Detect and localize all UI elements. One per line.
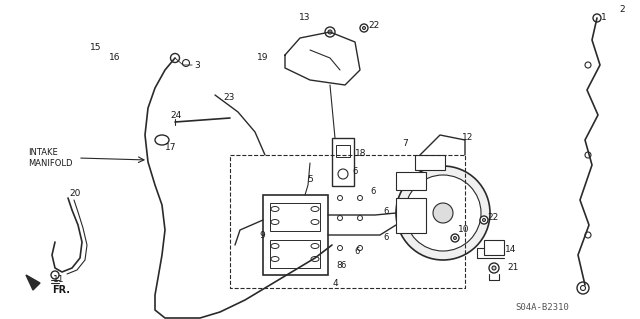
Bar bbox=[415, 155, 445, 170]
Circle shape bbox=[489, 263, 499, 273]
Circle shape bbox=[593, 14, 601, 22]
Bar bbox=[396, 172, 426, 190]
Text: 3: 3 bbox=[194, 61, 200, 70]
Text: 12: 12 bbox=[462, 132, 474, 142]
Text: 24: 24 bbox=[170, 112, 181, 121]
Ellipse shape bbox=[271, 243, 279, 249]
Circle shape bbox=[337, 216, 342, 220]
Bar bbox=[332, 138, 354, 186]
Text: INTAKE
MANIFOLD: INTAKE MANIFOLD bbox=[28, 148, 72, 168]
Text: 15: 15 bbox=[90, 42, 102, 51]
Circle shape bbox=[454, 236, 456, 240]
Text: 17: 17 bbox=[165, 144, 177, 152]
Circle shape bbox=[337, 246, 342, 250]
Text: 6: 6 bbox=[383, 207, 388, 217]
Text: 7: 7 bbox=[402, 138, 408, 147]
Circle shape bbox=[480, 216, 488, 224]
Text: 16: 16 bbox=[109, 53, 120, 62]
Bar bbox=[270, 203, 320, 231]
Text: 6: 6 bbox=[354, 248, 360, 256]
Text: 6: 6 bbox=[383, 234, 388, 242]
Circle shape bbox=[325, 27, 335, 37]
Circle shape bbox=[585, 62, 591, 68]
Text: 11: 11 bbox=[53, 276, 65, 285]
Circle shape bbox=[51, 271, 59, 279]
Bar bbox=[270, 240, 320, 268]
Text: 6: 6 bbox=[370, 188, 376, 197]
Ellipse shape bbox=[271, 219, 279, 225]
Text: 5: 5 bbox=[307, 175, 313, 184]
Text: FR.: FR. bbox=[52, 285, 70, 295]
Text: 13: 13 bbox=[299, 13, 310, 23]
Text: 18: 18 bbox=[355, 149, 367, 158]
Text: 22: 22 bbox=[368, 20, 380, 29]
Ellipse shape bbox=[155, 135, 169, 145]
Circle shape bbox=[492, 266, 496, 270]
Bar bbox=[336, 145, 350, 157]
Text: 4: 4 bbox=[333, 278, 339, 287]
Bar bbox=[484, 240, 504, 255]
Text: 10: 10 bbox=[458, 226, 470, 234]
Circle shape bbox=[433, 203, 453, 223]
Text: 22: 22 bbox=[487, 213, 499, 222]
Circle shape bbox=[328, 30, 332, 34]
Circle shape bbox=[577, 282, 589, 294]
Circle shape bbox=[585, 232, 591, 238]
Text: 23: 23 bbox=[223, 93, 234, 102]
Text: 9: 9 bbox=[259, 231, 265, 240]
Text: 21: 21 bbox=[507, 263, 518, 272]
Text: 8: 8 bbox=[336, 261, 342, 270]
Circle shape bbox=[451, 234, 459, 242]
Text: 2: 2 bbox=[619, 5, 625, 14]
Bar bbox=[396, 198, 426, 233]
Circle shape bbox=[358, 246, 362, 250]
Bar bbox=[263, 195, 328, 275]
Circle shape bbox=[360, 24, 368, 32]
Polygon shape bbox=[26, 275, 40, 290]
Circle shape bbox=[580, 286, 586, 291]
Circle shape bbox=[396, 166, 490, 260]
Circle shape bbox=[362, 26, 365, 29]
Circle shape bbox=[337, 196, 342, 201]
Circle shape bbox=[405, 175, 481, 251]
Text: 6: 6 bbox=[340, 261, 346, 270]
Circle shape bbox=[483, 219, 486, 221]
Ellipse shape bbox=[271, 206, 279, 211]
Text: 20: 20 bbox=[69, 189, 81, 197]
Text: 6: 6 bbox=[352, 167, 357, 176]
Circle shape bbox=[358, 196, 362, 201]
Ellipse shape bbox=[311, 206, 319, 211]
Ellipse shape bbox=[311, 243, 319, 249]
Text: 19: 19 bbox=[257, 54, 269, 63]
Circle shape bbox=[338, 169, 348, 179]
Circle shape bbox=[585, 152, 591, 158]
Circle shape bbox=[358, 216, 362, 220]
Text: 1: 1 bbox=[601, 12, 607, 21]
Ellipse shape bbox=[311, 256, 319, 262]
Ellipse shape bbox=[311, 219, 319, 225]
Text: S04A-B2310: S04A-B2310 bbox=[515, 303, 569, 313]
Circle shape bbox=[182, 60, 189, 66]
Text: 14: 14 bbox=[505, 246, 516, 255]
Ellipse shape bbox=[271, 256, 279, 262]
Circle shape bbox=[170, 54, 179, 63]
